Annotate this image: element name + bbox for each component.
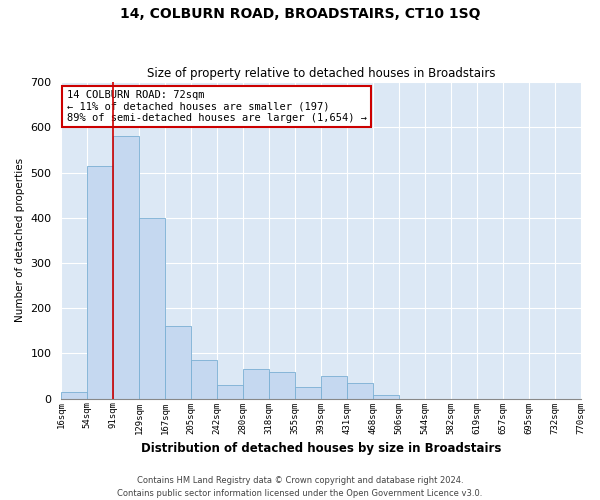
Bar: [61, 392, 88, 398]
Bar: [217, 385, 243, 398]
Text: Contains HM Land Registry data © Crown copyright and database right 2024.
Contai: Contains HM Land Registry data © Crown c…: [118, 476, 482, 498]
Text: 14 COLBURN ROAD: 72sqm
← 11% of detached houses are smaller (197)
89% of semi-de: 14 COLBURN ROAD: 72sqm ← 11% of detached…: [67, 90, 367, 123]
X-axis label: Distribution of detached houses by size in Broadstairs: Distribution of detached houses by size …: [141, 442, 501, 455]
Bar: [373, 395, 399, 398]
Bar: [165, 326, 191, 398]
Title: Size of property relative to detached houses in Broadstairs: Size of property relative to detached ho…: [147, 66, 495, 80]
Bar: [113, 136, 139, 398]
Y-axis label: Number of detached properties: Number of detached properties: [15, 158, 25, 322]
Bar: [88, 166, 113, 398]
Bar: [347, 383, 373, 398]
Bar: [243, 369, 269, 398]
Bar: [321, 376, 347, 398]
Text: 14, COLBURN ROAD, BROADSTAIRS, CT10 1SQ: 14, COLBURN ROAD, BROADSTAIRS, CT10 1SQ: [120, 8, 480, 22]
Bar: [269, 372, 295, 398]
Bar: [295, 388, 321, 398]
Bar: [139, 218, 165, 398]
Bar: [191, 360, 217, 399]
